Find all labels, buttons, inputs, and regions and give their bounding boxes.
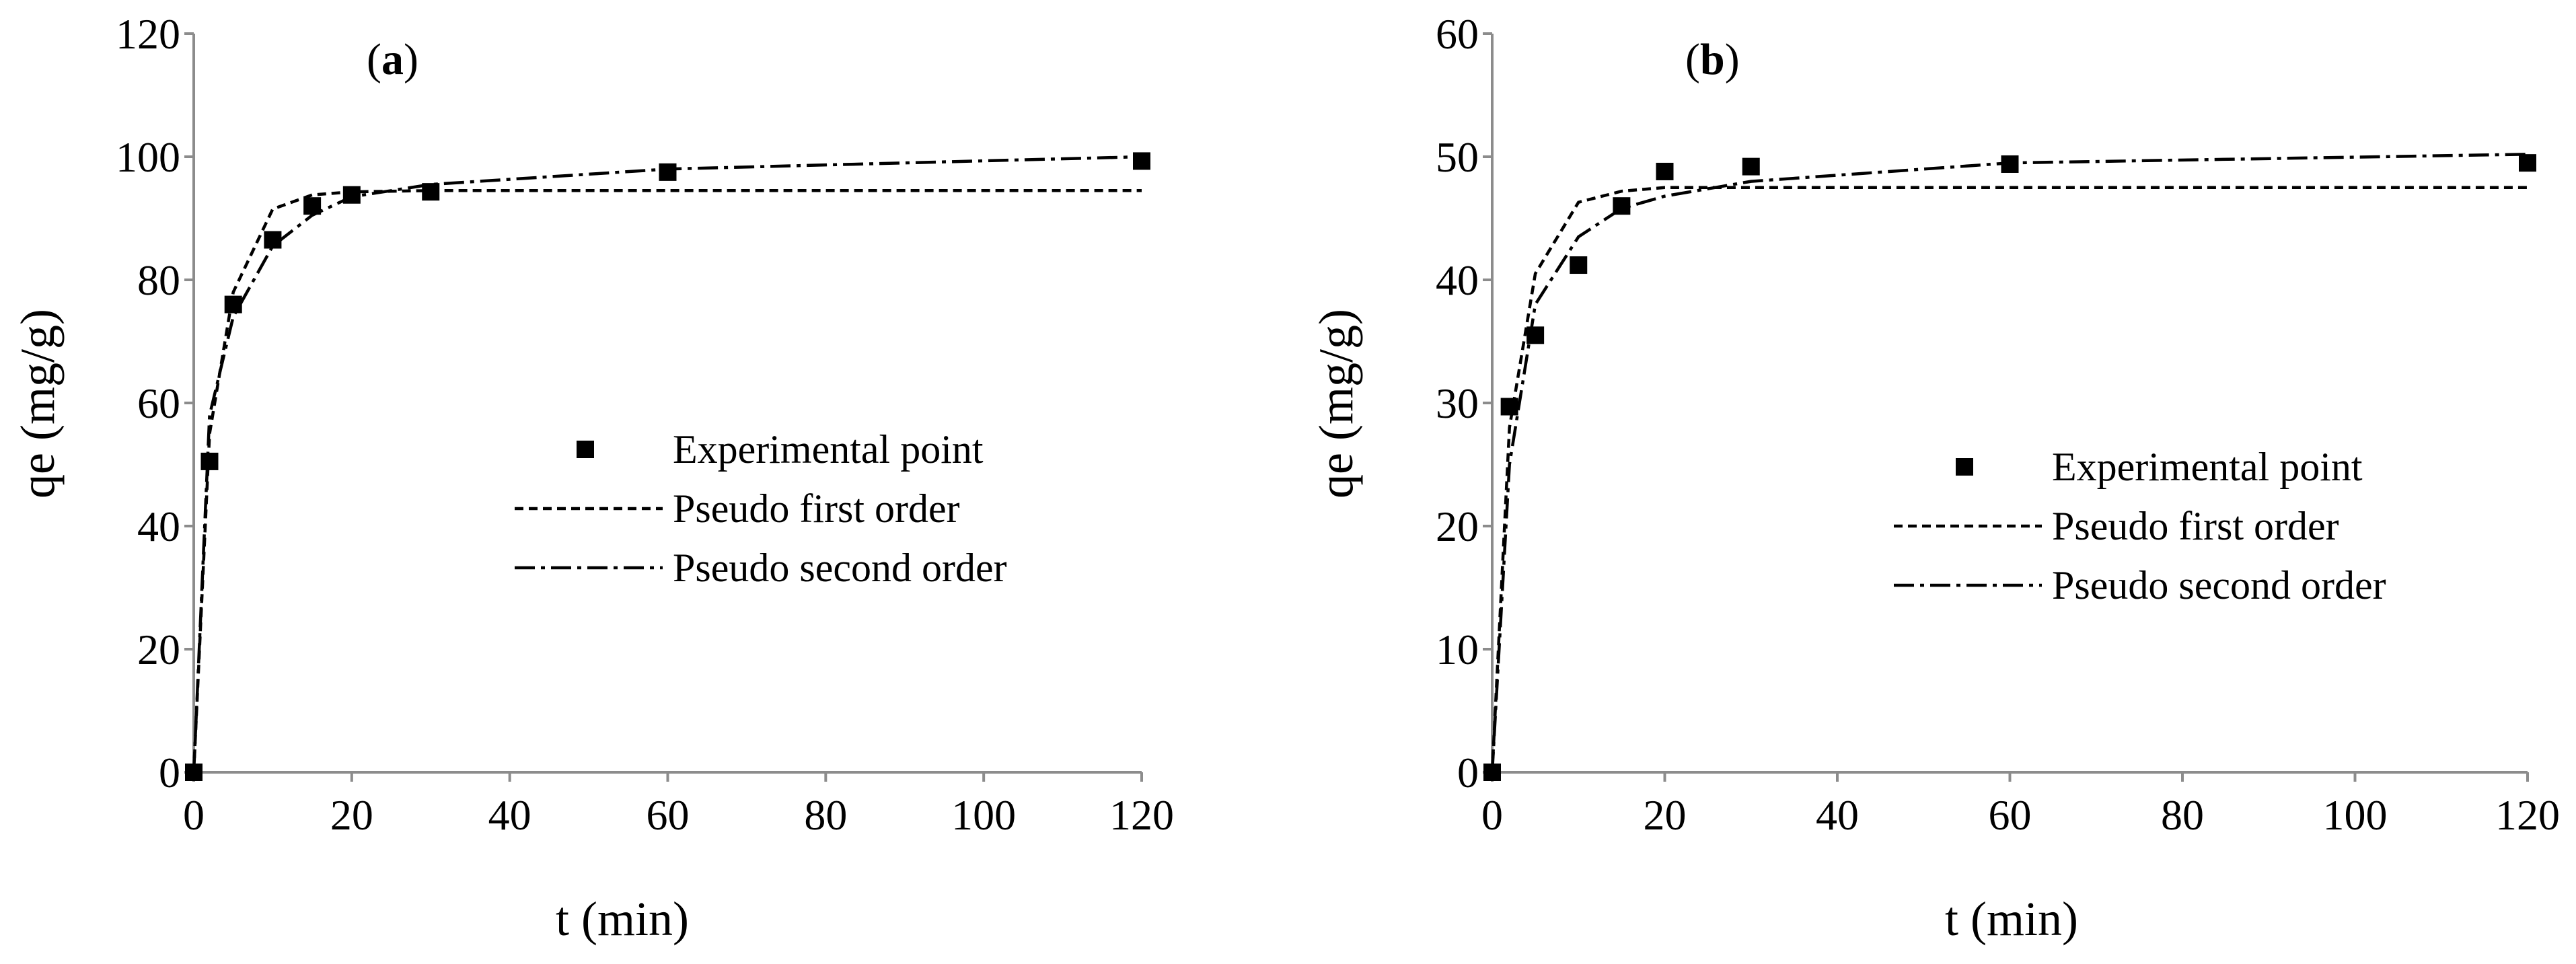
legend-label: Pseudo second order (673, 546, 1007, 590)
y-tick-label: 20 (1436, 503, 1479, 550)
y-tick-label: 20 (137, 626, 180, 673)
x-tick-label: 40 (1816, 791, 1859, 839)
x-tick-label: 20 (1644, 791, 1687, 839)
y-tick-label: 60 (137, 379, 180, 427)
y-tick-label: 60 (1436, 10, 1479, 58)
x-tick-label: 120 (1109, 791, 1174, 839)
legend: Experimental point Pseudo first order Pseu… (1894, 445, 2386, 607)
x-axis-title: t (min) (556, 892, 689, 946)
experimental-point-marker (224, 295, 242, 313)
legend-marker-experimental (1956, 458, 1973, 476)
experimental-point-marker (1742, 157, 1760, 176)
panel-label-close: ) (1725, 35, 1740, 84)
panel-label: (b) (1685, 35, 1740, 84)
y-tick-label: 0 (1457, 749, 1479, 796)
panel-label-letter: b (1700, 35, 1725, 84)
experimental-point-marker (1570, 256, 1588, 274)
y-tick-label: 10 (1436, 626, 1479, 673)
legend: Experimental point Pseudo first order Pseu… (515, 427, 1007, 590)
y-tick-label: 30 (1436, 379, 1479, 427)
experimental-point-marker (1500, 398, 1518, 416)
y-tick-label: 120 (116, 10, 180, 58)
x-tick-label: 120 (2495, 791, 2560, 839)
panel-label-open: ( (367, 35, 381, 84)
x-tick-label: 60 (647, 791, 690, 839)
panel-label-open: ( (1685, 35, 1700, 84)
y-tick-label: 100 (116, 133, 180, 181)
panel-label-letter: a (381, 35, 404, 84)
x-tick-label: 80 (2161, 791, 2204, 839)
pseudo-first-order-line (192, 189, 1142, 773)
panel-label: (a) (367, 35, 418, 84)
x-tick-label: 100 (2323, 791, 2388, 839)
legend-marker-experimental (577, 441, 594, 458)
y-tick-label: 40 (1436, 256, 1479, 304)
experimental-point-marker (1656, 162, 1674, 180)
x-tick-label: 100 (951, 791, 1016, 839)
pseudo-second-order-line (1490, 153, 2528, 773)
chart-panel-b: 0 10 20 30 40 50 60 0 20 40 60 80 100 120 t (min) qe (m… (1309, 10, 2560, 946)
x-tick-label: 40 (488, 791, 531, 839)
chart-panel-a: 0 20 40 60 80 100 120 0 20 40 60 80 100 120 t (min) qe … (11, 10, 1174, 946)
x-tick-label: 20 (330, 791, 373, 839)
y-tick-label: 40 (137, 503, 180, 550)
experimental-point-marker (1133, 152, 1150, 170)
legend-label: Experimental point (673, 427, 984, 472)
experimental-point-marker (2519, 154, 2536, 172)
y-axis-title: qe (mg/g) (11, 309, 65, 498)
x-tick-label: 0 (1481, 791, 1503, 839)
legend-label: Experimental point (2052, 445, 2363, 489)
y-tick-label: 0 (159, 749, 180, 796)
y-tick-label: 50 (1436, 133, 1479, 181)
legend-label: Pseudo second order (2052, 563, 2386, 607)
experimental-point-marker (659, 163, 677, 181)
x-tick-label: 60 (1989, 791, 2032, 839)
legend-label: Pseudo first order (673, 486, 960, 531)
x-tick-label: 0 (183, 791, 205, 839)
pseudo-first-order-line (1490, 186, 2528, 773)
y-axis-title: qe (mg/g) (1309, 309, 1363, 498)
x-tick-label: 80 (804, 791, 847, 839)
x-axis-title: t (min) (1945, 892, 2078, 946)
pseudo-second-order-line (192, 155, 1142, 773)
legend-label: Pseudo first order (2052, 504, 2339, 548)
y-tick-label: 80 (137, 256, 180, 304)
panel-label-close: ) (404, 35, 418, 84)
